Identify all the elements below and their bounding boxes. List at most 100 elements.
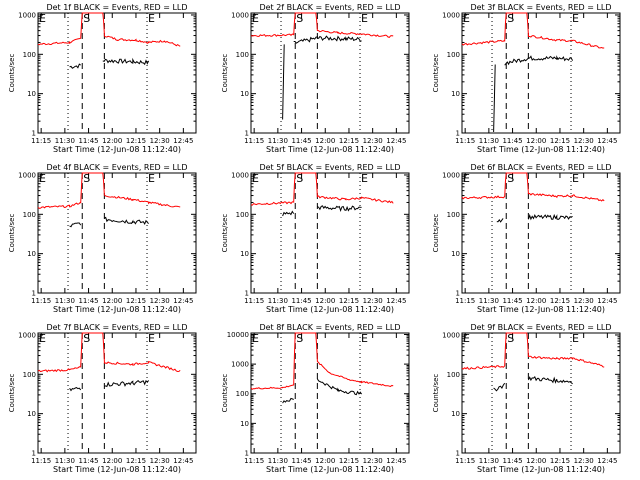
marker-label: S [83,332,90,345]
x-tick-label: 11:30 [55,297,75,305]
x-tick-label: 12:00 [526,457,546,465]
x-tick-label: 12:15 [126,137,146,145]
x-axis-label: Start Time (12-Jun-08 11:12:40) [477,145,605,154]
x-tick-label: 11:30 [479,137,499,145]
events-series-line [69,63,81,69]
panel-title: Det 1f BLACK = Events, RED = LLD [46,3,187,12]
events-series-line [317,205,362,213]
y-axis-label: Counts/sec [8,374,16,413]
panel-det-7: Det 7f BLACK = Events, RED = LLD 1 10 100 10… [8,323,197,474]
y-tick-label: 10 [240,420,249,428]
panel-det-3: Det 3f BLACK = Events, RED = LLD 1 10 100 10… [432,3,621,154]
marker-label: S [296,332,303,345]
x-tick-label: 11:15 [244,137,264,145]
x-tick-label: 12:00 [315,137,335,145]
x-axis-label: Start Time (12-Jun-08 11:12:40) [477,305,605,314]
panel-det-5: Det 5f BLACK = Events, RED = LLD 1 10 100 10… [221,163,410,314]
x-tick-label: 11:45 [291,457,311,465]
x-tick-label: 12:00 [102,457,122,465]
x-tick-label: 12:45 [597,457,617,465]
events-series-line [493,64,496,133]
x-axis-label: Start Time (12-Jun-08 11:12:40) [266,465,394,474]
events-series-line [504,55,574,66]
marker-label: E [252,332,259,345]
marker-label: S [83,12,90,25]
plot-frame [37,332,197,454]
y-tick-label: 10000 [227,331,249,339]
y-tick-label: 10 [451,250,460,258]
panel-det-2: Det 2f BLACK = Events, RED = LLD 1 10 100 10… [221,3,410,154]
plot-frame [461,172,621,294]
x-tick-label: 11:45 [78,297,98,305]
plot-frame [461,332,621,454]
marker-label: E [463,332,470,345]
y-tick-label: 1 [32,130,36,138]
y-tick-label: 1 [456,450,460,458]
x-tick-label: 12:45 [173,457,193,465]
x-tick-label: 11:45 [78,137,98,145]
y-tick-label: 1000 [18,171,36,179]
y-tick-label: 1000 [231,11,249,19]
panel-title: Det 5f BLACK = Events, RED = LLD [259,163,400,172]
x-tick-label: 12:30 [574,297,594,305]
events-series-line [496,218,504,223]
lld-series-line [250,172,394,206]
events-series-line [69,222,82,228]
marker-label: E [252,12,259,25]
panel-det-1: Det 1f BLACK = Events, RED = LLD 1 10 100 10… [8,3,197,154]
lld-series-line [461,332,605,370]
plot-frame [250,12,410,134]
events-series-line [282,44,285,120]
y-axis-label: Counts/sec [8,214,16,253]
events-series-line [316,378,363,396]
y-axis-label: Counts/sec [221,214,229,253]
events-series-line [69,387,82,392]
marker-label: S [507,12,514,25]
marker-label: E [39,172,46,185]
panel-det-8: Det 8f BLACK = Events, RED = LLD 1 10 100 10… [221,323,410,474]
x-tick-label: 12:45 [597,297,617,305]
x-tick-label: 11:15 [244,457,264,465]
lld-series-line [250,332,394,390]
panel-title: Det 3f BLACK = Events, RED = LLD [470,3,611,12]
panel-det-9: Det 9f BLACK = Events, RED = LLD 1 10 100 10… [432,323,621,474]
x-tick-label: 12:15 [126,457,146,465]
x-tick-label: 11:45 [291,137,311,145]
marker-label: E [572,332,579,345]
y-tick-label: 1 [245,290,249,298]
x-tick-label: 11:30 [479,297,499,305]
y-tick-label: 1 [245,450,249,458]
marker-label: S [83,172,90,185]
marker-label: E [148,172,155,185]
x-tick-label: 11:15 [31,137,51,145]
x-tick-label: 12:15 [550,137,570,145]
y-tick-label: 100 [23,51,36,59]
y-tick-label: 100 [447,51,460,59]
lld-series-line [37,12,181,47]
events-series-line [282,397,294,404]
marker-label: E [361,332,368,345]
marker-label: E [572,172,579,185]
marker-label: S [507,172,514,185]
x-tick-label: 12:30 [150,137,170,145]
plot-frame [37,12,197,134]
x-tick-label: 11:45 [78,457,98,465]
y-tick-label: 10 [240,250,249,258]
x-tick-label: 12:15 [339,297,359,305]
x-tick-label: 11:45 [502,137,522,145]
marker-label: E [572,12,579,25]
x-axis-label: Start Time (12-Jun-08 11:12:40) [266,145,394,154]
plot-frame [250,172,410,294]
x-axis-label: Start Time (12-Jun-08 11:12:40) [266,305,394,314]
x-tick-label: 12:45 [173,137,193,145]
marker-label: S [296,172,303,185]
y-tick-label: 100 [23,211,36,219]
y-tick-label: 1000 [442,11,460,19]
marker-label: E [361,172,368,185]
plot-frame [461,12,621,134]
y-tick-label: 1000 [231,361,249,369]
marker-label: E [148,332,155,345]
lld-series-line [461,12,605,49]
events-series-line [282,210,295,217]
